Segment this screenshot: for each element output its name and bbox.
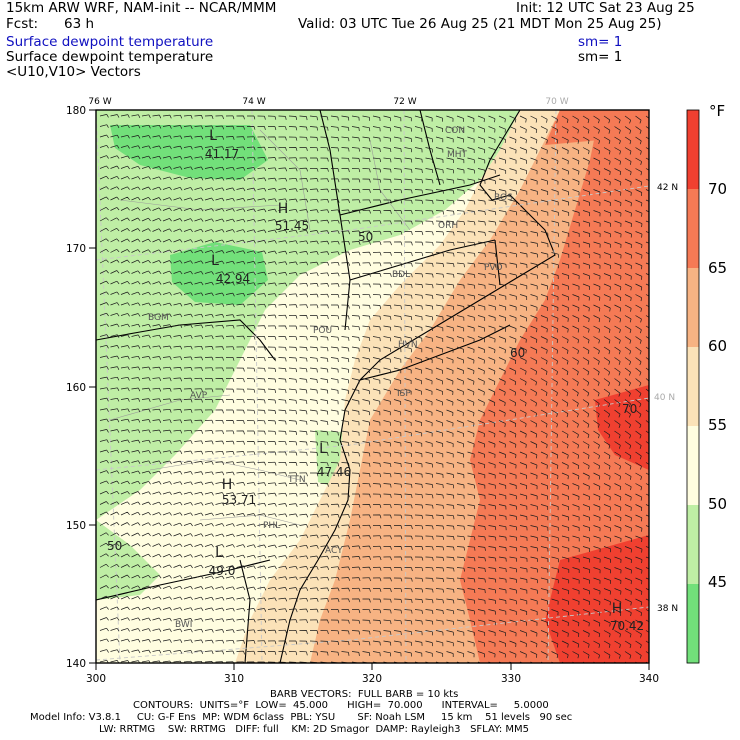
field-1-smoothing: sm= 1 <box>578 34 623 50</box>
colorbar-label-55: 55 <box>708 416 727 434</box>
lon-label-74w: 74 W <box>242 97 265 107</box>
contour-legend: CONTOURS: UNITS=°F LOW= 45.000 HIGH= 70.… <box>133 700 549 711</box>
lon-label-70w: 70 W <box>545 97 568 107</box>
colorbar-label-60: 60 <box>708 337 727 355</box>
station-bgm: BGM <box>148 313 169 323</box>
colorbar-segment <box>687 189 699 269</box>
low-3-value: 47.46 <box>317 465 351 479</box>
wind-barb-field <box>99 114 649 663</box>
x-tick-300: 300 <box>86 673 106 685</box>
colorbar-frame <box>686 109 700 664</box>
y-tick-180: 180 <box>66 105 86 117</box>
high-1-letter: H <box>278 201 289 217</box>
model-info: Model Info: V3.8.1 CU: G-F Ens MP: WDM 6… <box>30 712 573 723</box>
station-orh: ORH <box>438 221 458 231</box>
low-1-value: 41.17 <box>205 147 239 161</box>
contour-label-60: 60 <box>510 346 525 360</box>
station-phl: PHL <box>263 521 280 531</box>
colorbar-unit: °F <box>709 102 725 120</box>
colorbar-label-70: 70 <box>708 180 727 198</box>
low-2-value: 42.94 <box>216 272 250 286</box>
y-tick-160: 160 <box>66 382 86 394</box>
station-bwi: BWI <box>175 620 192 630</box>
barb-legend: BARB VECTORS: FULL BARB = 10 kts <box>270 689 459 700</box>
station-hvn: HVN <box>398 340 418 350</box>
contour-label-70: 70 <box>622 402 637 416</box>
station-bos: BOS <box>494 193 513 203</box>
colorbar-segment <box>687 268 699 348</box>
field-2-name: Surface dewpoint temperature <box>6 49 214 65</box>
colorbar-segment <box>687 426 699 506</box>
x-tick-340: 340 <box>639 673 659 685</box>
x-tick-320: 320 <box>362 673 382 685</box>
high-2-letter: H <box>222 477 233 493</box>
high-2-value: 53.71 <box>222 493 256 507</box>
low-2-letter: L <box>211 253 219 269</box>
contour-label-50-b: 50 <box>107 539 122 553</box>
lon-label-76w: 76 W <box>88 97 111 107</box>
lat-label-42n: 42 N <box>657 183 678 193</box>
field-3-name: <U10,V10> Vectors <box>6 64 141 80</box>
station-bdl: BDL <box>392 270 410 280</box>
station-ttn: TTN <box>287 475 306 485</box>
station-isp: ISP <box>397 389 411 399</box>
colorbar-segment <box>687 505 699 585</box>
high-1-value: 51.45 <box>275 219 309 233</box>
contour-label-50-a: 50 <box>358 230 373 244</box>
high-3-value: 70.42 <box>610 619 644 633</box>
station-acy: ACY <box>325 546 343 556</box>
lat-label-38n: 38 N <box>657 604 678 614</box>
field-2-smoothing: sm= 1 <box>578 49 623 65</box>
colorbar-segment <box>687 347 699 427</box>
y-tick-140: 140 <box>66 658 86 670</box>
valid-time: Valid: 03 UTC Tue 26 Aug 25 (21 MDT Mon … <box>298 16 662 32</box>
y-tick-150: 150 <box>66 520 86 532</box>
map-title: 15km ARW WRF, NAM-init -- NCAR/MMM <box>6 0 277 16</box>
frame-ticks <box>89 109 650 670</box>
x-tick-310: 310 <box>224 673 244 685</box>
station-pvd: PVD <box>484 263 503 273</box>
colorbar <box>686 109 700 664</box>
y-tick-170: 170 <box>66 243 86 255</box>
colorbar-label-65: 65 <box>708 259 727 277</box>
station-mht: MHT <box>447 150 468 160</box>
low-3-letter: L <box>319 441 327 457</box>
colorbar-segment <box>687 584 699 664</box>
colorbar-segment <box>687 110 699 190</box>
high-3-letter: H <box>612 601 623 617</box>
station-avp: AVP <box>190 391 208 401</box>
station-pou: POU <box>313 326 332 336</box>
low-4-value: 49.0 <box>209 564 236 578</box>
x-tick-330: 330 <box>501 673 521 685</box>
colorbar-label-45: 45 <box>708 573 727 591</box>
dewpoint-field <box>96 110 649 663</box>
forecast-label: Fcst: <box>6 16 39 32</box>
station-con: CON <box>445 126 465 136</box>
low-1-letter: L <box>209 128 217 144</box>
init-time: Init: 12 UTC Sat 23 Aug 25 <box>516 0 695 16</box>
physics-info: LW: RRTMG SW: RRTMG DIFF: full KM: 2D Sm… <box>99 724 529 735</box>
lon-label-72w: 72 W <box>393 97 416 107</box>
colorbar-label-50: 50 <box>708 495 727 513</box>
lat-label-40n: 40 N <box>654 393 675 403</box>
wind-barbs <box>99 114 649 663</box>
forecast-hour: 63 h <box>64 16 95 32</box>
low-4-letter: L <box>215 545 223 561</box>
field-1-name: Surface dewpoint temperature <box>6 34 214 50</box>
